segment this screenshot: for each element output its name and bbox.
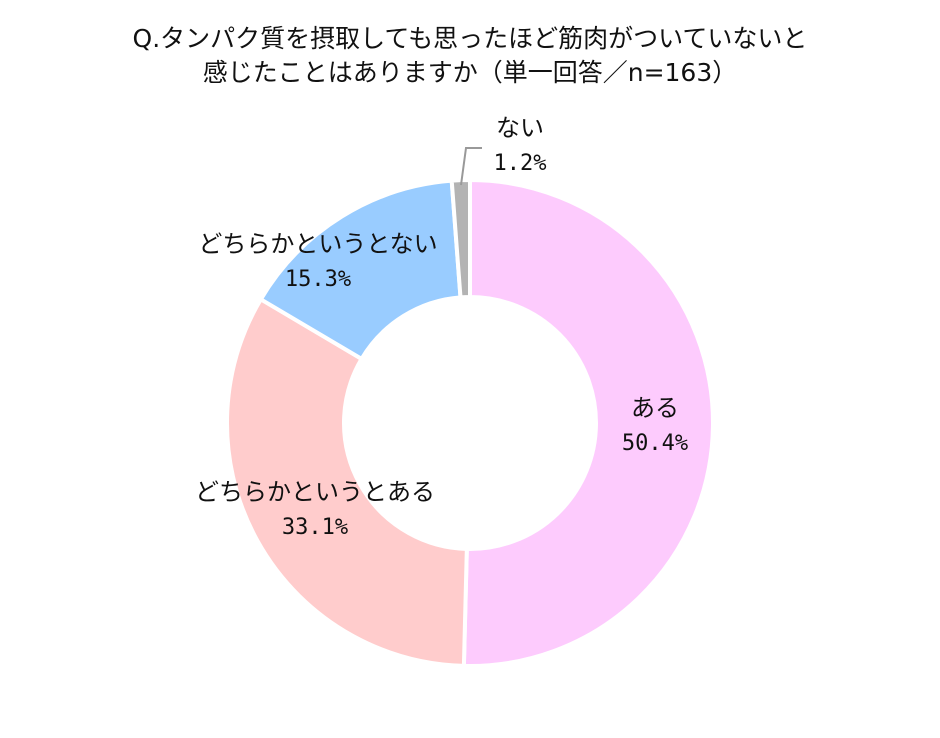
leader-line-nai <box>460 147 482 186</box>
slice-value-aru: 50.4% <box>622 431 688 456</box>
chart-title: Q.タンパク質を摂取しても思ったほど筋肉がついていないと 感じたことはありますか… <box>0 22 940 90</box>
slice-label-dochiraka-nai: どちらかというとない <box>198 230 437 258</box>
slice-dochiraka-aru <box>225 297 469 668</box>
slice-label-dochiraka-aru: どちらかというとある <box>195 478 435 506</box>
slice-label-nai: ない <box>496 114 544 142</box>
chart-title-line-2: 感じたことはありますか（単一回答／n=163） <box>202 58 738 87</box>
slice-aru <box>461 178 715 668</box>
slice-dochiraka-nai <box>258 178 463 361</box>
donut-slices <box>225 178 715 668</box>
slice-value-dochiraka-aru: 33.1% <box>282 515 348 540</box>
slice-value-dochiraka-nai: 15.3% <box>285 267 351 292</box>
slice-label-aru: ある <box>631 394 679 422</box>
slice-nai <box>449 178 472 300</box>
chart-title-line-1: Q.タンパク質を摂取しても思ったほど筋肉がついていないと <box>132 24 808 53</box>
slice-value-nai: 1.2% <box>494 151 547 176</box>
